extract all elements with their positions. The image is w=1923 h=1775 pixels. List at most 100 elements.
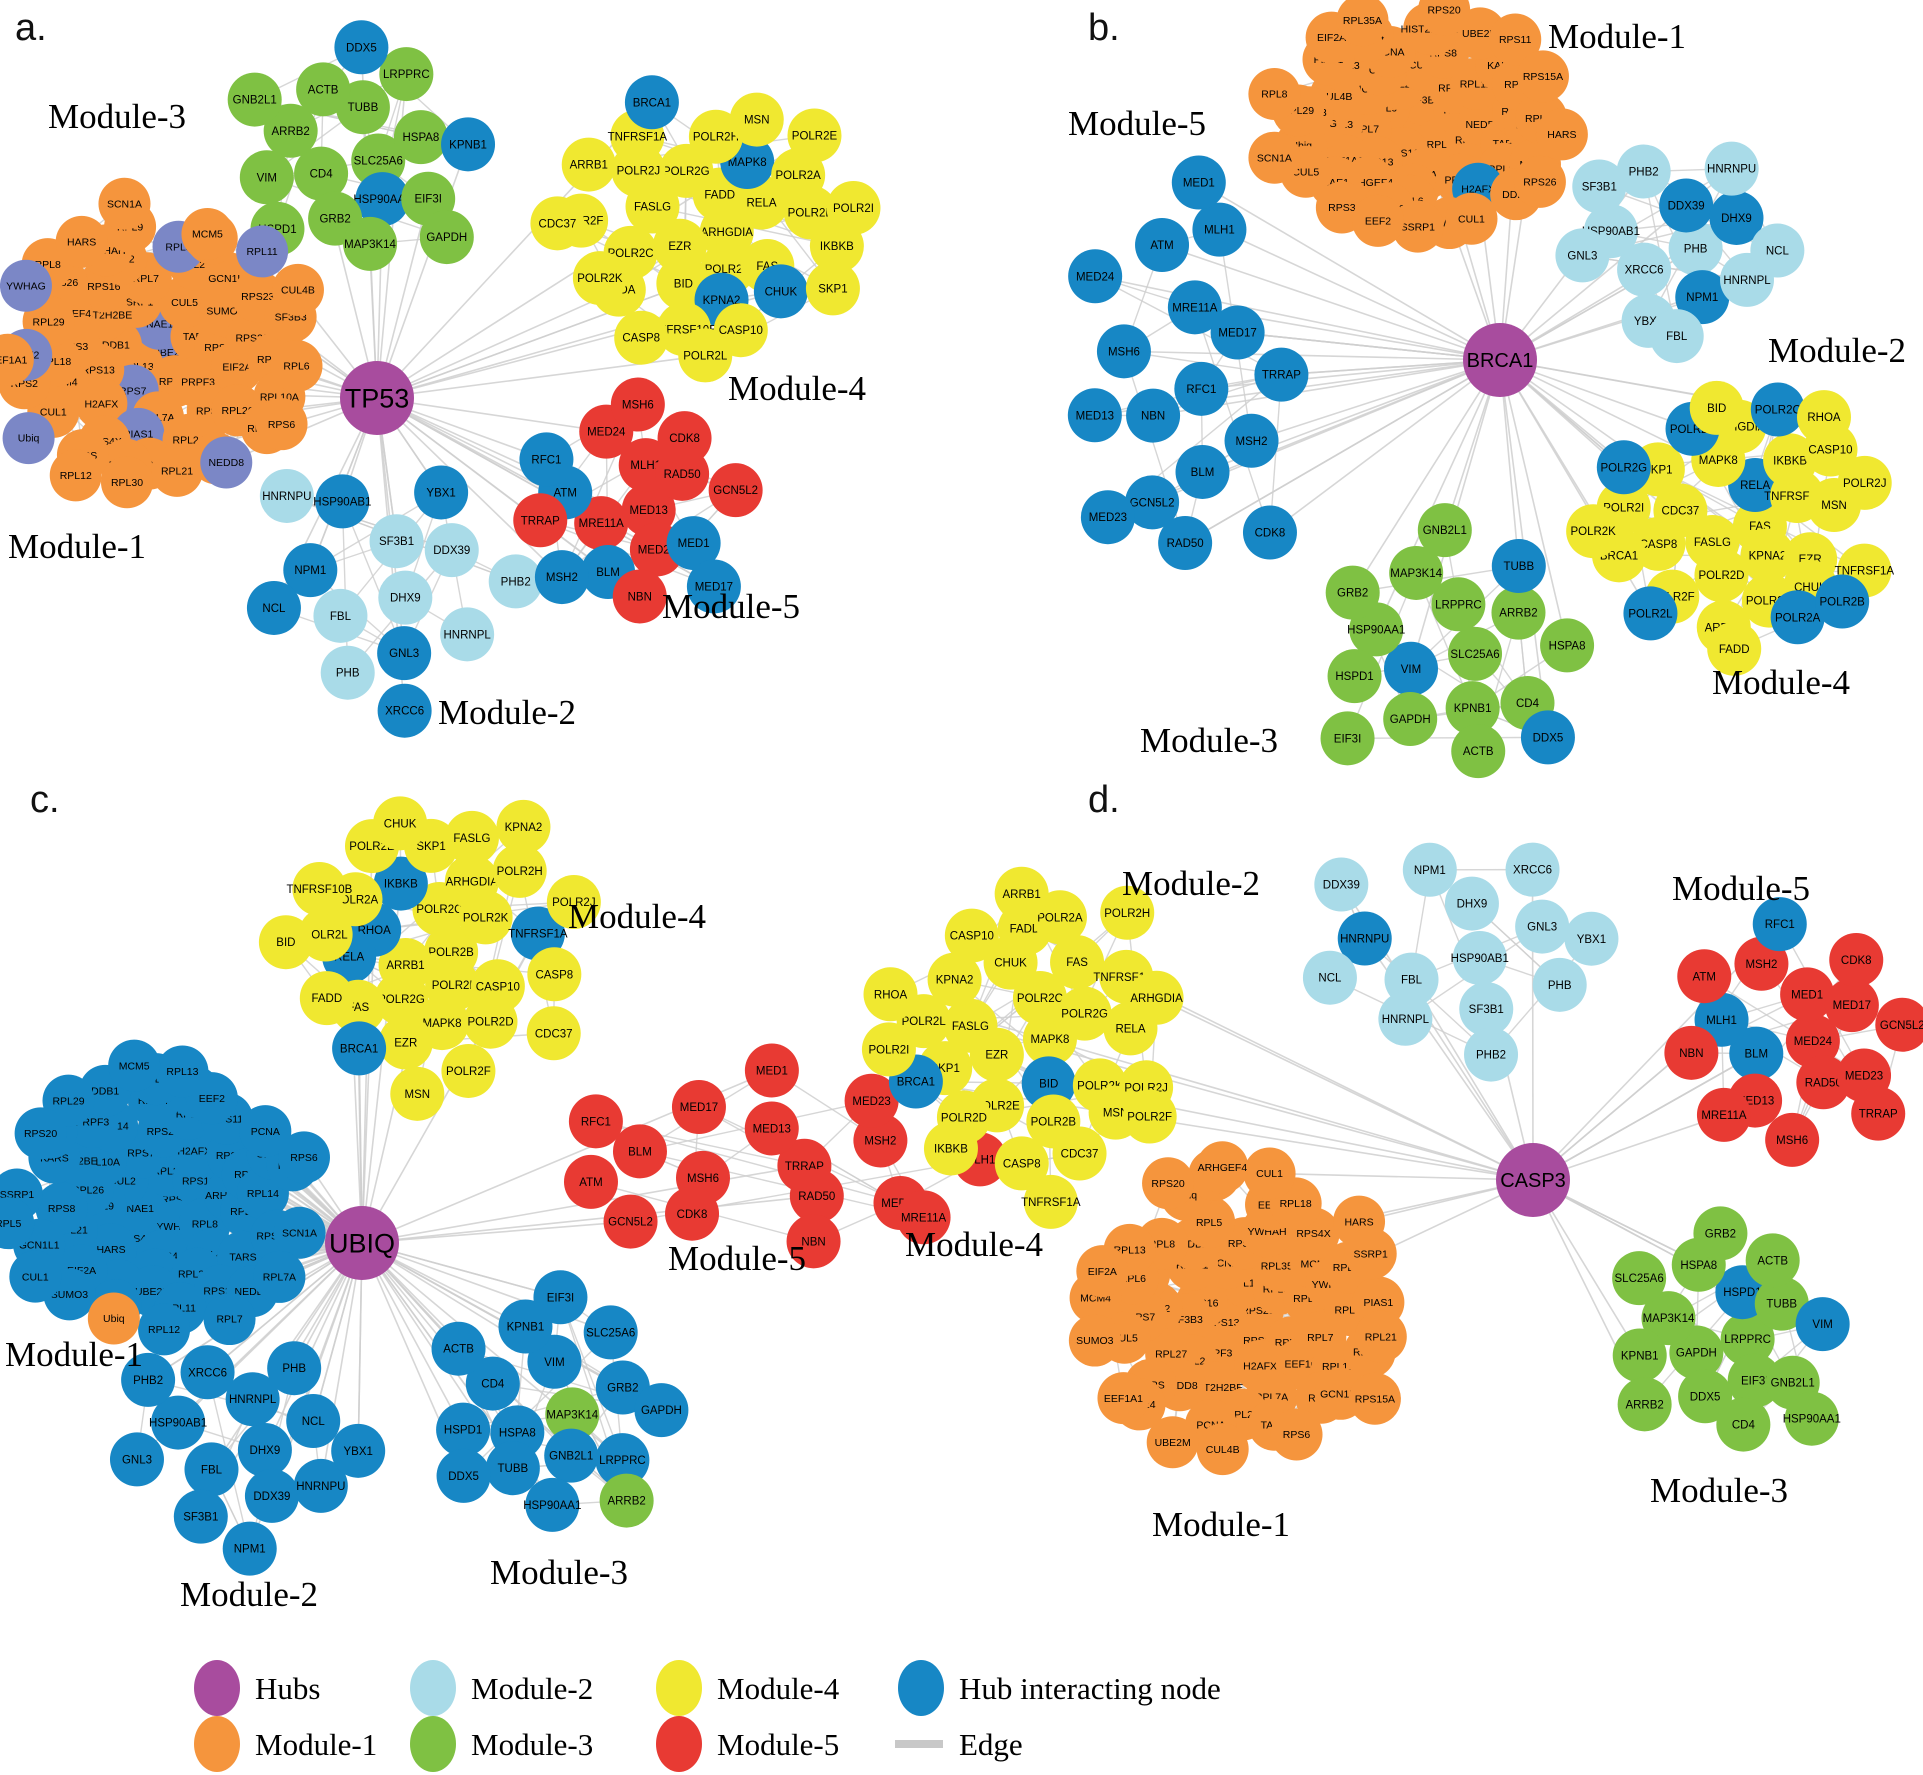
node-label-CUL4B: CUL4B — [281, 285, 315, 297]
node-CD4 — [294, 146, 349, 201]
node-H2AFX — [75, 377, 128, 430]
node-BID — [258, 915, 313, 970]
node-GNB2L1 — [1417, 503, 1472, 558]
edge — [341, 501, 349, 673]
node-label-H2AFX: H2AFX — [84, 398, 118, 410]
node-label-UBE2M: UBE2M — [1155, 1437, 1191, 1449]
node-label-CUL4B: CUL4B — [1206, 1444, 1240, 1456]
node-label-SF3B1: SF3B1 — [183, 1512, 218, 1524]
node-label-DDX5: DDX5 — [1690, 1391, 1721, 1403]
node-label-NEDD8: NEDD8 — [208, 457, 244, 469]
panel-letter: b. — [1088, 7, 1120, 49]
node-label-EZR: EZR — [985, 1050, 1008, 1062]
node-MAP3K14 — [545, 1387, 600, 1442]
node-label-POLR2C: POLR2C — [608, 248, 654, 260]
node-label-SLC25A6: SLC25A6 — [586, 1327, 635, 1339]
node-GNL3 — [109, 1432, 164, 1487]
node-BLM — [1175, 444, 1230, 499]
node-label-TRRAP: TRRAP — [1262, 370, 1301, 382]
node-NEDD8 — [200, 436, 253, 489]
node-RFC1 — [1752, 897, 1807, 952]
node-CASP8 — [527, 947, 582, 1002]
node-NBN — [786, 1214, 841, 1269]
node-label-POLR2G: POLR2G — [378, 994, 425, 1006]
node-label-POLR2B: POLR2B — [705, 264, 751, 276]
node-VIM — [1795, 1297, 1850, 1352]
node-HNRNPU — [1704, 141, 1759, 196]
node-label-ATM: ATM — [579, 1177, 602, 1189]
node-label-RELA: RELA — [1115, 1023, 1145, 1035]
node-label-MAPK8: MAPK8 — [1030, 1034, 1069, 1046]
node-MED1 — [744, 1043, 799, 1098]
node-POLR2C — [1012, 971, 1067, 1026]
node-label-KPNA2: KPNA2 — [505, 822, 543, 834]
module-label: Module-1 — [8, 527, 146, 566]
node-CD4 — [1716, 1397, 1771, 1452]
node-label-FADD: FADD — [1010, 924, 1041, 936]
node-label-CASP10: CASP10 — [719, 325, 763, 337]
node-EEF1A1 — [0, 333, 34, 386]
node-label-POLR2H: POLR2H — [497, 866, 543, 878]
node-label-MSH6: MSH6 — [687, 1173, 719, 1185]
module-label: Module-2 — [1122, 864, 1260, 903]
node-label-POLR2L: POLR2L — [1628, 608, 1673, 620]
node-label-FADD: FADD — [704, 190, 735, 202]
node-PHB — [1532, 957, 1587, 1012]
node-label-BLM: BLM — [596, 567, 620, 579]
node-label-TARS: TARS — [229, 1252, 256, 1264]
node-label-MRE11A: MRE11A — [1172, 302, 1217, 314]
node-label-MED23: MED23 — [1089, 512, 1127, 524]
node-MED13 — [744, 1101, 799, 1156]
node-label-VIM: VIM — [1401, 664, 1421, 676]
node-TUBB — [1491, 539, 1546, 594]
node-FBL — [313, 588, 368, 643]
node-POLR2J — [1837, 455, 1892, 510]
node-label-IKBKB: IKBKB — [384, 879, 418, 891]
node-label-RPS26: RPS26 — [1523, 177, 1556, 189]
node-Ubiq — [2, 412, 55, 465]
node-label-TUBB: TUBB — [1503, 561, 1534, 573]
node-label-BLM: BLM — [628, 1146, 652, 1158]
node-label-POLR2J: POLR2J — [552, 897, 595, 909]
node-label-PHB: PHB — [336, 668, 360, 680]
node-label-IKBKB: IKBKB — [820, 241, 854, 253]
node-label-RPL6: RPL6 — [283, 361, 309, 373]
node-label-MED23: MED23 — [852, 1096, 890, 1108]
node-POLR2L — [1623, 586, 1678, 641]
node-GRB2 — [1693, 1206, 1748, 1261]
node-label-TNFRSF1A: TNFRSF1A — [1021, 1197, 1081, 1209]
node-label-DDX39: DDX39 — [1668, 201, 1705, 213]
node-label-DDX5: DDX5 — [346, 42, 377, 54]
module-label: Module-3 — [1650, 1471, 1788, 1510]
node-MAP3K14 — [343, 216, 398, 271]
node-label-EIF3I: EIF3I — [1741, 1376, 1768, 1388]
node-label-POLR2A: POLR2A — [775, 170, 821, 182]
node-MRE11A — [1167, 280, 1222, 335]
node-POLR2C — [1750, 382, 1805, 437]
node-label-EIF2A: EIF2A — [222, 362, 251, 374]
node-label-RPS8: RPS8 — [48, 1203, 76, 1215]
node-label-H2AFX: H2AFX — [177, 1146, 211, 1158]
node-label-RPL27: RPL27 — [1155, 1349, 1187, 1361]
node-label-MED1: MED1 — [1791, 989, 1823, 1001]
module-label: Module-3 — [1140, 721, 1278, 760]
node-CD4 — [465, 1356, 520, 1411]
node-TRRAP — [1254, 347, 1309, 402]
node-label-RELA: RELA — [747, 198, 777, 210]
node-label-POLR2B: POLR2B — [428, 947, 474, 959]
node-label-SCN1A: SCN1A — [282, 1227, 317, 1239]
module-label: Module-1 — [5, 1335, 143, 1374]
node-POLR2K — [572, 251, 627, 306]
node-label-EEF1A1: EEF1A1 — [1104, 1393, 1143, 1405]
node-HSPA8 — [393, 110, 448, 165]
node-label-RFC1: RFC1 — [531, 454, 561, 466]
node-HARS — [1535, 108, 1588, 161]
node-label-POLR2A: POLR2A — [1037, 912, 1083, 924]
node-label-HSP90AB1: HSP90AB1 — [149, 1418, 207, 1430]
node-label-MRE11A: MRE11A — [579, 518, 624, 530]
node-label-BID: BID — [674, 278, 693, 290]
node-label-ATM: ATM — [1150, 240, 1173, 252]
node-label-GNL3: GNL3 — [1527, 922, 1557, 934]
node-label-PHB2: PHB2 — [133, 1375, 163, 1387]
node-EIF3I — [1727, 1353, 1782, 1408]
